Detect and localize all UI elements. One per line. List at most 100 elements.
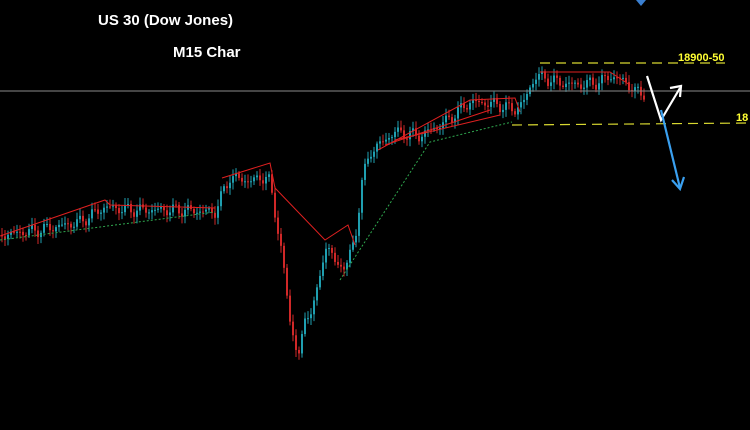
candle-body — [241, 177, 243, 182]
candle-body — [613, 77, 615, 80]
candle-body — [424, 130, 426, 137]
candle-body — [580, 84, 582, 89]
candle-body — [514, 111, 516, 115]
candle-body — [244, 181, 246, 183]
candle-body — [352, 242, 354, 250]
candle-body — [292, 321, 294, 336]
candle-body — [628, 82, 630, 91]
candle-body — [58, 224, 60, 228]
candle-body — [220, 191, 222, 207]
candle-body — [436, 128, 438, 130]
candle-body — [472, 99, 474, 104]
candle-body — [508, 102, 510, 104]
candle-body — [100, 212, 102, 214]
candle-body — [4, 236, 6, 239]
candle-body — [478, 101, 480, 103]
candle-body — [556, 75, 558, 78]
arrow-path — [645, 75, 681, 123]
candle-body — [205, 209, 207, 212]
candle-body — [541, 71, 543, 74]
candle-body — [154, 209, 156, 211]
candle-body — [22, 231, 24, 235]
candle-body — [151, 210, 153, 213]
candle-body — [322, 262, 324, 276]
candle-body — [562, 85, 564, 88]
trendline — [384, 109, 491, 146]
candle-body — [373, 151, 375, 157]
candle-body — [592, 77, 594, 85]
candle-body — [469, 103, 471, 110]
candle-body — [487, 105, 489, 107]
candle-body — [391, 137, 393, 139]
candle-body — [112, 205, 114, 207]
bearish-arrow — [659, 109, 686, 192]
candle-body — [538, 73, 540, 80]
candle-body — [328, 247, 330, 249]
trendline — [0, 199, 216, 237]
candle-body — [94, 209, 96, 211]
bullish-arrow — [645, 75, 683, 123]
candle-body — [25, 234, 27, 236]
candle-body — [439, 127, 441, 129]
candle-body — [559, 77, 561, 86]
candle-body — [466, 108, 468, 110]
candle-body — [268, 174, 270, 177]
candle-body — [616, 77, 618, 79]
candle-body — [256, 175, 258, 178]
candle-body — [382, 141, 384, 143]
candle-body — [349, 249, 351, 263]
candle-body — [334, 252, 336, 262]
trendline — [274, 187, 356, 246]
candle-body — [526, 93, 528, 100]
arrow-path — [659, 109, 682, 189]
candle-body — [397, 127, 399, 132]
candle-body — [178, 204, 180, 214]
candle-body — [82, 215, 84, 222]
candle-body — [367, 158, 369, 164]
candle-body — [145, 207, 147, 213]
level-label: 18900-50 — [678, 52, 725, 64]
candle-body — [7, 234, 9, 239]
candle-body — [271, 174, 273, 193]
marker — [636, 0, 646, 6]
candle-body — [415, 128, 417, 136]
candle-body — [343, 266, 345, 270]
trendline — [0, 211, 216, 241]
candle-body — [571, 82, 573, 84]
candle-body — [265, 176, 267, 184]
candle-body — [544, 71, 546, 79]
candle-body — [547, 78, 549, 86]
candle-body — [457, 107, 459, 119]
candle-body — [19, 231, 21, 233]
candle-body — [163, 207, 165, 211]
support-trend — [0, 121, 513, 281]
candle-body — [229, 182, 231, 189]
candle-body — [172, 204, 174, 213]
candle-body — [70, 223, 72, 228]
candle-body — [157, 208, 159, 210]
candle-body — [601, 75, 603, 84]
candle-body — [496, 97, 498, 104]
candle-body — [16, 231, 18, 233]
candle-body — [97, 209, 99, 214]
candle-body — [277, 217, 279, 234]
candle-body — [499, 103, 501, 113]
candle-body — [481, 102, 483, 104]
candle-body — [583, 87, 585, 89]
arrow-head — [671, 176, 686, 192]
candle-body — [289, 295, 291, 322]
candle-body — [625, 77, 627, 83]
candle-body — [451, 117, 453, 123]
chart-subtitle: M15 Char — [173, 44, 241, 61]
candle-body — [361, 179, 363, 213]
candle-body — [301, 334, 303, 354]
candle-body — [61, 224, 63, 226]
candle-body — [166, 210, 168, 216]
candle-body — [115, 205, 117, 209]
candle-body — [577, 82, 579, 85]
candle-body — [67, 223, 69, 225]
candle-body — [454, 118, 456, 123]
candle-body — [319, 275, 321, 288]
